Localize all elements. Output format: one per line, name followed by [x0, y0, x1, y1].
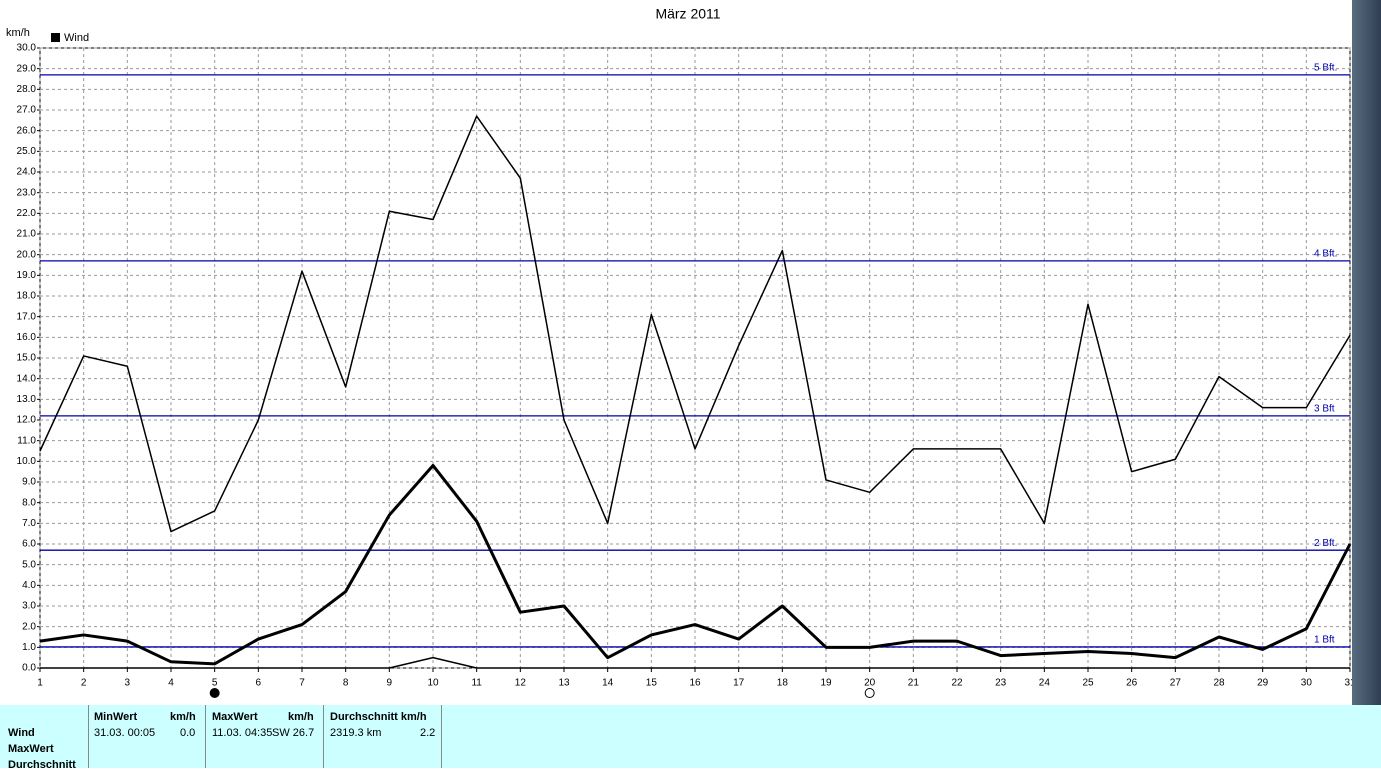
x-tick-label: 13	[558, 678, 570, 689]
y-tick-label: 14.0	[17, 373, 37, 384]
chart: März 2011 km/h Wind 0.0 1.0 2.0 3.0 4.0 5.0 6.…	[6, 6, 1352, 698]
separator	[88, 705, 89, 768]
row-label: Wind	[8, 727, 35, 739]
y-tick-label: 8.0	[22, 497, 36, 508]
x-tick-label: 7	[299, 678, 305, 689]
y-tick-label: 9.0	[22, 477, 36, 488]
reference-label: 4 Bft.	[1314, 249, 1337, 260]
legend-label: Wind	[64, 32, 89, 44]
series-line	[40, 656, 1350, 669]
x-tick-label: 18	[777, 678, 789, 689]
y-tick-label: 3.0	[22, 601, 36, 612]
x-tick-label: 23	[995, 678, 1007, 689]
cell: SW 26.7	[272, 727, 315, 739]
row-label: Durchschnitt	[8, 759, 76, 771]
y-tick-label: 5.0	[22, 559, 36, 570]
y-tick-label: 20.0	[17, 249, 37, 260]
reference-label: 3 Bft	[1314, 404, 1335, 415]
series-line	[39, 115, 1351, 533]
y-tick-label: 12.0	[17, 415, 37, 426]
y-tick-label: 16.0	[17, 332, 37, 343]
x-tick-label: 12	[515, 678, 527, 689]
x-tick-label: 3	[125, 678, 131, 689]
chart-title: März 2011	[655, 6, 720, 22]
reference-label: 1 Bft	[1314, 635, 1335, 646]
x-tick-label: 27	[1170, 678, 1182, 689]
x-tick-label: 15	[646, 678, 658, 689]
x-tick-label: 11	[471, 678, 482, 689]
y-tick-label: 13.0	[17, 394, 37, 405]
y-tick-label: 4.0	[22, 580, 36, 591]
y-tick-label: 15.0	[17, 353, 37, 364]
y-tick-label: 27.0	[17, 105, 37, 116]
y-tick-label: 22.0	[17, 208, 37, 219]
y-tick-label: 18.0	[17, 291, 37, 302]
y-tick-label: 24.0	[17, 167, 37, 178]
cell: 2319.3 km	[330, 727, 382, 739]
x-tick-label: 17	[733, 678, 745, 689]
separator	[441, 705, 442, 768]
y-tick-label: 19.0	[17, 270, 37, 281]
row-label: MaxWert	[8, 743, 54, 755]
moon-marker	[864, 688, 875, 698]
header: MinWert	[94, 711, 138, 723]
y-tick-label: 6.0	[22, 539, 36, 550]
x-tick-label: 8	[343, 678, 349, 689]
y-tick-label: 28.0	[17, 84, 37, 95]
y-tick-label: 30.0	[17, 43, 37, 54]
x-tick-label: 29	[1257, 678, 1269, 689]
reference-label: 5 Bft.	[1314, 63, 1337, 74]
x-tick-label: 21	[908, 678, 920, 689]
header: km/h	[170, 711, 196, 723]
y-unit: km/h	[6, 27, 30, 39]
reference-label: 2 Bft.	[1314, 538, 1337, 549]
cell: 11.03. 04:35	[212, 727, 273, 739]
cell: 0.0	[180, 727, 196, 739]
header: MaxWert	[212, 711, 258, 723]
x-tick-label: 9	[387, 678, 393, 689]
x-tick-label: 1	[37, 678, 43, 689]
separator	[205, 705, 206, 768]
x-tick-label: 14	[602, 678, 614, 689]
x-tick-label: 28	[1213, 678, 1225, 689]
y-tick-label: 7.0	[22, 518, 36, 529]
stats-panel: MinWert km/h MaxWert km/h Durchschnitt k…	[0, 705, 1381, 771]
window-edge	[1352, 0, 1381, 705]
y-tick-label: 1.0	[22, 642, 36, 653]
y-tick-label: 17.0	[17, 311, 37, 322]
y-tick-label: 26.0	[17, 125, 37, 136]
y-tick-label: 11.0	[17, 435, 36, 446]
x-tick-label: 26	[1126, 678, 1138, 689]
cell: 2.2	[420, 727, 436, 739]
series-line	[39, 463, 1352, 666]
x-tick-label: 20	[864, 678, 876, 689]
x-tick-label: 19	[820, 678, 832, 689]
y-tick-label: 21.0	[17, 229, 37, 240]
x-tick-label: 4	[168, 678, 174, 689]
x-tick-label: 30	[1301, 678, 1313, 689]
legend-swatch	[51, 33, 60, 42]
x-tick-label: 2	[81, 678, 87, 689]
y-tick-label: 25.0	[17, 146, 37, 157]
x-tick-label: 10	[427, 678, 439, 689]
x-tick-label: 31	[1344, 678, 1352, 689]
y-tick-label: 29.0	[17, 63, 37, 74]
header: Durchschnitt km/h	[330, 711, 427, 723]
y-tick-label: 2.0	[22, 621, 36, 632]
y-tick-label: 10.0	[17, 456, 37, 467]
x-tick-label: 22	[951, 678, 963, 689]
x-tick-label: 6	[256, 678, 262, 689]
separator	[323, 705, 324, 768]
x-tick-label: 16	[689, 678, 701, 689]
x-tick-label: 25	[1082, 678, 1094, 689]
y-tick-label: 0.0	[22, 663, 36, 674]
moon-marker	[209, 688, 220, 698]
x-tick-label: 5	[212, 678, 218, 689]
y-tick-label: 23.0	[17, 187, 37, 198]
cell: 31.03. 00:05	[94, 727, 156, 739]
header: km/h	[288, 711, 314, 723]
x-tick-label: 24	[1039, 678, 1051, 689]
